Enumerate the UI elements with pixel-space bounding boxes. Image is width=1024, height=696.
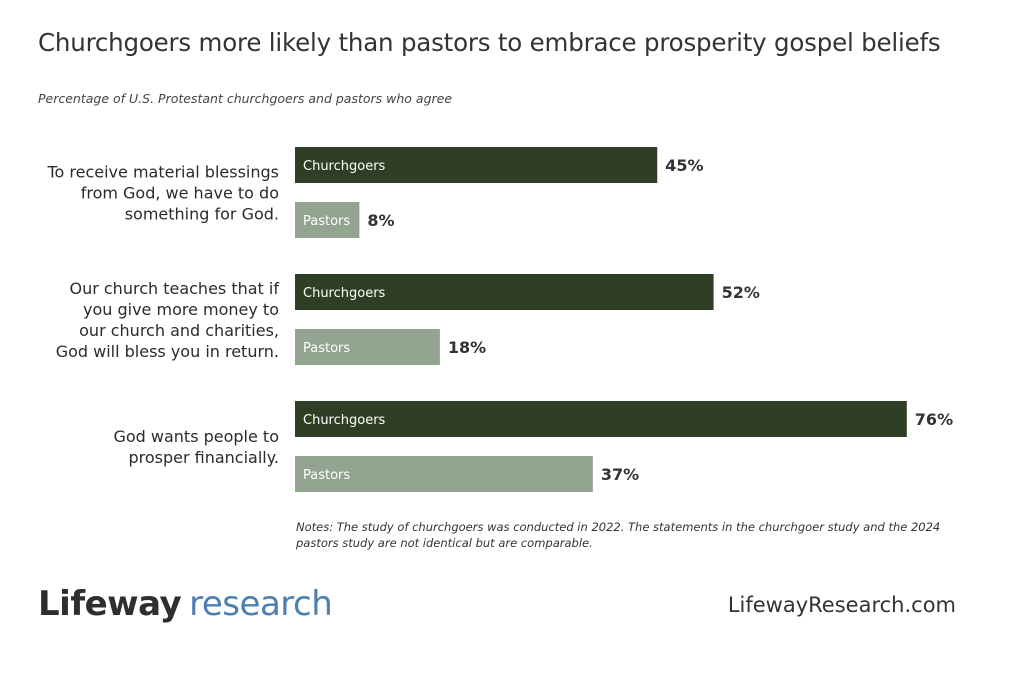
category-label-line: God wants people to: [113, 427, 279, 446]
logo-sub: research: [189, 584, 333, 624]
bar-series-label: Pastors: [303, 214, 350, 229]
data-label: 8%: [367, 211, 394, 230]
bar: [295, 202, 360, 238]
data-label: 52%: [722, 283, 760, 302]
chart-subtitle: Percentage of U.S. Protestant churchgoer…: [38, 91, 453, 106]
category-label-line: our church and charities,: [79, 321, 279, 340]
bar: [295, 274, 714, 310]
bar-series-label: Churchgoers: [303, 286, 386, 301]
bar: [295, 456, 593, 492]
chart-notes: Notes: The study of churchgoers was cond…: [296, 520, 941, 550]
website-url: LifewayResearch.com: [727, 593, 956, 617]
bar: [295, 329, 440, 365]
bar-series-label: Pastors: [303, 341, 350, 356]
category-label-line: from God, we have to do: [81, 184, 279, 203]
category-label-line: Our church teaches that if: [69, 279, 279, 298]
lifeway-research-logo: Lifeway research: [38, 584, 333, 624]
data-label: 37%: [601, 465, 639, 484]
chart-title: Churchgoers more likely than pastors to …: [38, 28, 941, 57]
bar-series-label: Churchgoers: [303, 413, 386, 428]
data-label: 18%: [448, 338, 486, 357]
bar: [295, 401, 907, 437]
category-label-line: something for God.: [125, 205, 279, 224]
data-label: 45%: [665, 156, 703, 175]
bar-series-label: Churchgoers: [303, 159, 386, 174]
bar-chart: To receive material blessings from God, w…: [46, 147, 953, 492]
bar-series-label: Pastors: [303, 468, 350, 483]
logo-brand: Lifeway: [38, 584, 182, 624]
category-label-line: you give more money to: [83, 300, 279, 319]
data-label: 76%: [915, 410, 953, 429]
category-label-line: To receive material blessings: [46, 163, 279, 182]
category-label-line: prosper financially.: [128, 448, 279, 467]
bar: [295, 147, 658, 183]
category-label-line: God will bless you in return.: [56, 342, 279, 361]
